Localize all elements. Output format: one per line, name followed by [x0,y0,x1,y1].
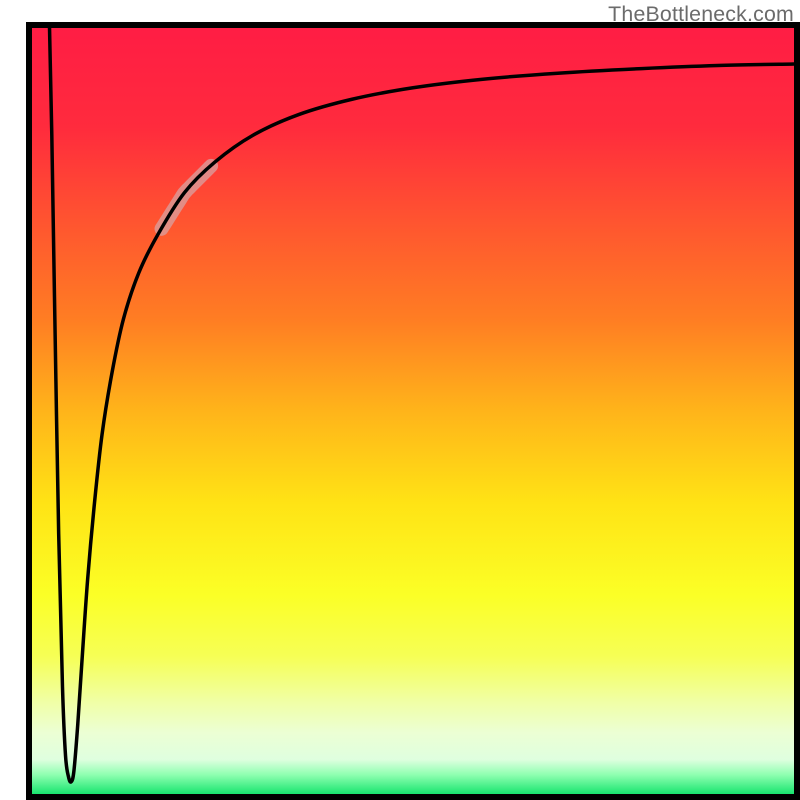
chart-canvas [0,0,800,800]
gradient-background [32,28,794,794]
bottleneck-chart: TheBottleneck.com [0,0,800,800]
